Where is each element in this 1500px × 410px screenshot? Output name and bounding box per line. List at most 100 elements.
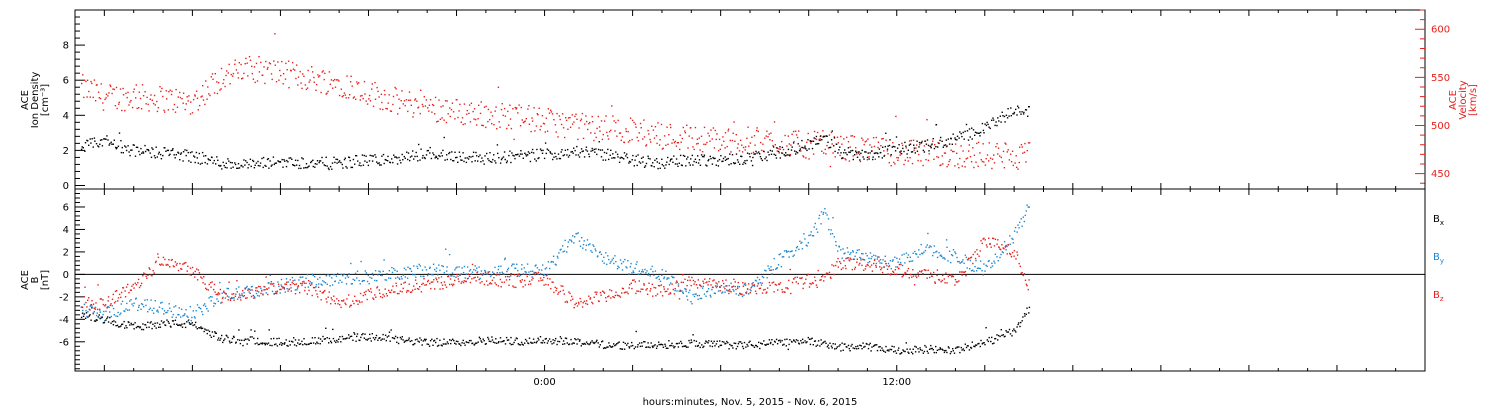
- data-point: [480, 273, 482, 275]
- data-point: [436, 121, 438, 123]
- data-point: [939, 347, 941, 349]
- data-point: [590, 250, 592, 252]
- data-point: [486, 152, 488, 155]
- data-point: [282, 342, 284, 345]
- data-point: [282, 73, 285, 75]
- data-point: [393, 154, 395, 156]
- data-point: [702, 285, 704, 288]
- data-point: [655, 135, 658, 137]
- data-point: [381, 155, 383, 157]
- data-point: [790, 149, 793, 151]
- data-point: [950, 138, 952, 140]
- data-point: [659, 139, 661, 141]
- data-point: [232, 335, 235, 338]
- data-point: [743, 283, 746, 286]
- data-point: [165, 264, 167, 266]
- data-point: [849, 257, 851, 259]
- data-point: [420, 291, 423, 293]
- data-point: [437, 158, 439, 160]
- data-point: [674, 345, 676, 348]
- data-point: [175, 264, 178, 266]
- data-point: [887, 145, 889, 147]
- data-point: [95, 319, 98, 321]
- data-point: [234, 63, 236, 65]
- data-point: [711, 138, 713, 140]
- data-point: [324, 282, 327, 284]
- data-point: [983, 263, 985, 265]
- data-point: [845, 152, 847, 154]
- data-point: [132, 144, 134, 146]
- data-point: [792, 142, 795, 144]
- data-point: [852, 158, 854, 161]
- data-point: [551, 281, 553, 283]
- data-point: [197, 269, 200, 271]
- data-point: [164, 324, 167, 327]
- data-point: [932, 140, 934, 142]
- data-point: [294, 165, 296, 167]
- data-point: [739, 139, 742, 141]
- data-point: [576, 233, 578, 235]
- data-point: [831, 264, 833, 266]
- data-point: [975, 259, 977, 262]
- data-point: [1012, 242, 1014, 244]
- data-point: [423, 156, 426, 159]
- data-point: [142, 328, 145, 331]
- data-point: [578, 156, 581, 158]
- data-point: [606, 346, 608, 348]
- data-point: [285, 339, 287, 341]
- data-point: [554, 339, 556, 342]
- data-point: [638, 270, 640, 272]
- data-point: [293, 164, 295, 166]
- data-point: [238, 167, 241, 169]
- data-point: [206, 98, 208, 100]
- data-point: [633, 121, 635, 124]
- data-point: [657, 275, 660, 278]
- by-series: [80, 204, 1030, 322]
- data-point: [417, 340, 419, 342]
- data-point: [535, 160, 537, 162]
- data-point: [902, 349, 904, 351]
- data-point: [634, 123, 637, 125]
- data-point: [674, 163, 677, 165]
- data-point: [215, 332, 217, 334]
- data-point: [798, 150, 801, 152]
- data-point: [214, 73, 216, 75]
- data-point: [356, 83, 359, 85]
- data-point: [804, 238, 806, 240]
- data-point: [970, 161, 973, 163]
- data-point: [844, 252, 846, 254]
- data-point: [318, 283, 320, 285]
- data-point: [897, 157, 900, 159]
- data-point: [450, 158, 452, 161]
- data-point: [1011, 251, 1014, 254]
- data-point: [687, 147, 689, 149]
- data-point: [81, 306, 83, 308]
- data-point: [241, 293, 243, 295]
- data-point: [793, 140, 795, 143]
- data-point: [317, 74, 319, 76]
- data-point: [369, 154, 371, 157]
- data-point: [113, 139, 115, 141]
- data-point: [752, 156, 754, 159]
- data-point: [931, 143, 933, 145]
- data-point: [888, 264, 891, 267]
- data-point: [1013, 111, 1016, 114]
- data-point: [344, 277, 347, 279]
- data-point: [609, 289, 611, 291]
- data-point: [1001, 244, 1003, 246]
- data-point: [94, 100, 97, 102]
- density-axis-tick-label: 8: [63, 41, 69, 52]
- data-point: [820, 223, 822, 225]
- data-point: [920, 160, 922, 162]
- data-point: [1023, 313, 1026, 315]
- data-point: [442, 105, 444, 107]
- data-point: [319, 75, 321, 77]
- data-point: [847, 251, 849, 253]
- data-point: [161, 87, 163, 90]
- data-point: [607, 346, 609, 348]
- data-point: [825, 153, 827, 155]
- data-point: [235, 288, 237, 290]
- data-point: [245, 297, 247, 299]
- data-point: [920, 271, 922, 273]
- data-point: [445, 121, 448, 124]
